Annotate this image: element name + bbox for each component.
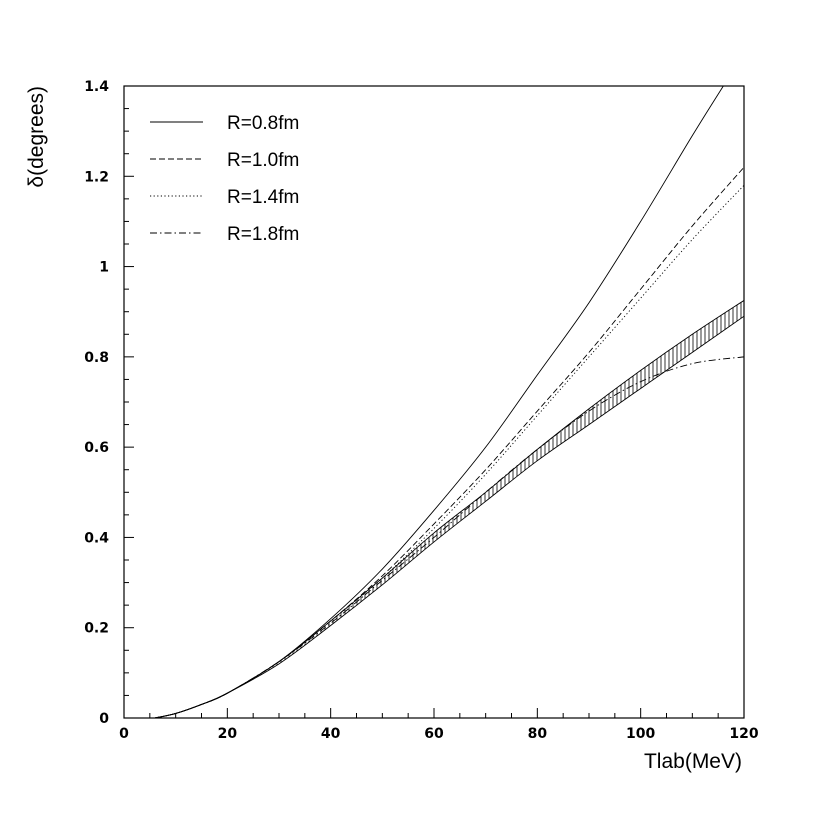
- legend-label-4: R=1.8fm: [227, 224, 299, 245]
- x-tick-label: 20: [218, 726, 238, 742]
- legend: R=0.8fm R=1.0fm R=1.4fm R=1.8fm: [150, 113, 299, 245]
- x-tick-label: 40: [321, 726, 341, 742]
- legend-label-3: R=1.4fm: [227, 187, 299, 208]
- y-tick-label: 0.8: [84, 350, 109, 366]
- legend-label-1: R=0.8fm: [227, 113, 299, 134]
- y-tick-label: 0.2: [84, 621, 109, 637]
- y-tick-label: 1.2: [84, 169, 109, 185]
- series-lines: [154, 86, 744, 718]
- axis-ticks: 0 20 40 60 80 100 120 0 0.2 0.4 0.6 0.8 1 1.2 1.4: [84, 79, 759, 742]
- y-tick-label: 1: [99, 260, 109, 276]
- series-line-1: [154, 86, 724, 718]
- x-tick-label: 120: [729, 726, 758, 742]
- y-tick-label: 0.4: [84, 530, 109, 546]
- x-axis-label: Tlab(MeV): [644, 750, 742, 773]
- x-tick-label: 0: [119, 726, 129, 742]
- x-tick-label: 80: [528, 726, 548, 742]
- uncertainty-band: [154, 300, 744, 718]
- y-axis-label: δ(degrees): [25, 86, 48, 188]
- band-fill: [155, 300, 744, 718]
- series-line-4: [154, 356, 744, 718]
- y-tick-label: 0: [99, 711, 109, 727]
- y-tick-label: 0.6: [84, 440, 109, 456]
- series-line-3: [154, 184, 744, 718]
- y-tick-label: 1.4: [84, 79, 109, 95]
- x-tick-label: 100: [626, 726, 655, 742]
- series-line-2: [154, 166, 744, 718]
- legend-label-2: R=1.0fm: [227, 150, 299, 171]
- x-tick-label: 60: [424, 726, 444, 742]
- plot-frame: [123, 85, 745, 719]
